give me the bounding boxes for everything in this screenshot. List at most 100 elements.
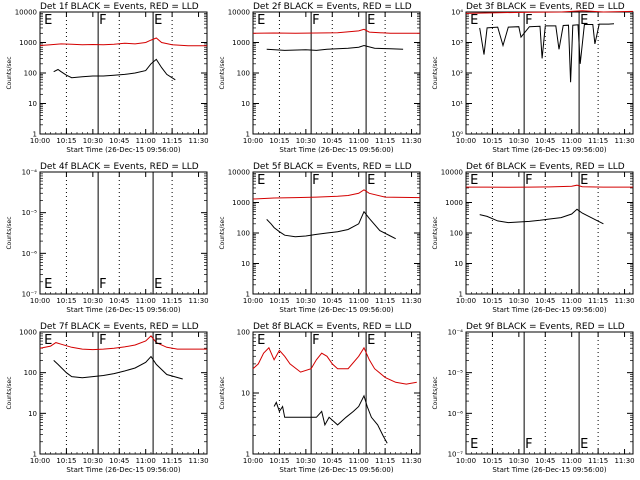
x-tick-label: 10:00 <box>243 457 263 465</box>
lld-series <box>252 189 421 200</box>
x-tick-label: 10:30 <box>83 297 103 305</box>
x-tick-label: 10:30 <box>83 137 103 145</box>
lld-series <box>39 335 207 351</box>
x-tick-label: 10:30 <box>509 457 529 465</box>
x-tick-label: 11:30 <box>614 137 634 145</box>
y-tick-label: 10⁻⁷ <box>448 451 464 459</box>
y-tick-label: 1 <box>246 131 250 139</box>
events-series <box>53 58 176 81</box>
y-tick-label: 10 <box>241 260 250 268</box>
y-tick-label: 10⁻⁴ <box>22 169 38 177</box>
panel-4: Det 4f BLACK = Events, RED = LLD 10⁻⁷ 10⁻⁶… <box>6 162 209 314</box>
y-tick-label: 1 <box>246 291 250 299</box>
x-tick-label: 11:30 <box>401 297 421 305</box>
x-tick-label: 11:15 <box>162 297 182 305</box>
y-tick-label: 10 <box>241 100 250 108</box>
events-series <box>479 208 604 225</box>
x-tick-label: 10:45 <box>535 457 555 465</box>
x-tick-label: 10:15 <box>482 137 502 145</box>
y-axis-label: Counts/sec <box>219 216 226 249</box>
lld-series <box>39 37 207 47</box>
x-tick-label: 11:00 <box>349 137 369 145</box>
y-axis-label: Counts/sec <box>432 216 439 249</box>
marker-label-e: E <box>44 333 52 348</box>
plot-frame <box>39 331 208 455</box>
x-tick-label: 11:30 <box>188 457 208 465</box>
lld-series <box>252 28 420 34</box>
marker-label-e: E <box>154 13 162 28</box>
x-tick-label: 11:00 <box>136 297 156 305</box>
y-tick-label: 10³ <box>451 39 463 47</box>
x-tick-label: 10:15 <box>269 457 289 465</box>
x-tick-label: 10:00 <box>456 137 476 145</box>
y-tick-label: 10⁻⁶ <box>448 410 464 418</box>
x-tick-label: 11:15 <box>588 297 608 305</box>
x-tick-label: 10:00 <box>30 297 50 305</box>
plot-frame <box>465 331 634 455</box>
y-tick-label: 100 <box>237 230 250 238</box>
events-series <box>53 355 183 380</box>
panel-title: Det 1f BLACK = Events, RED = LLD <box>40 2 199 12</box>
y-axis-label: Counts/sec <box>219 56 226 89</box>
y-axis-label: Counts/sec <box>6 216 13 249</box>
y-tick-label: 100 <box>450 230 463 238</box>
x-tick-label: 10:00 <box>243 297 263 305</box>
y-tick-label: 100 <box>24 70 37 78</box>
x-tick-label: 10:45 <box>535 137 555 145</box>
x-tick-label: 10:30 <box>296 457 316 465</box>
y-tick-label: 10 <box>241 390 250 398</box>
x-tick-label: 10:15 <box>482 297 502 305</box>
panel-3: Det 3f BLACK = Events, RED = LLD 10⁰ 10¹ 10… <box>432 2 635 154</box>
y-tick-label: 10000 <box>228 169 250 177</box>
y-tick-label: 1 <box>33 451 37 459</box>
marker-label-e: E <box>580 173 588 188</box>
y-tick-label: 10¹ <box>451 100 463 108</box>
panel-title: Det 4f BLACK = Events, RED = LLD <box>40 162 199 172</box>
lld-series <box>465 10 634 14</box>
marker-label-e: E <box>154 333 162 348</box>
panel-title: Det 9f BLACK = Events, RED = LLD <box>466 322 625 332</box>
marker-label-e: E <box>367 333 375 348</box>
x-tick-label: 11:30 <box>188 297 208 305</box>
x-axis-label: Start Time (26-Dec-15 09:56:00) <box>279 306 393 314</box>
x-tick-label: 10:15 <box>56 137 76 145</box>
y-axis-label: Counts/sec <box>6 376 13 409</box>
events-series <box>266 210 396 240</box>
y-tick-label: 1 <box>246 451 250 459</box>
x-tick-label: 10:15 <box>56 457 76 465</box>
x-tick-label: 10:30 <box>296 137 316 145</box>
panel-title: Det 2f BLACK = Events, RED = LLD <box>253 2 412 12</box>
panel-6: Det 6f BLACK = Events, RED = LLD 1 10 100 10… <box>432 162 635 314</box>
marker-label-e: E <box>257 333 265 348</box>
x-tick-label: 10:15 <box>482 457 502 465</box>
marker-label-e: E <box>580 437 588 452</box>
y-tick-label: 10⁻⁷ <box>22 291 38 299</box>
x-tick-label: 11:30 <box>401 457 421 465</box>
x-tick-label: 10:45 <box>535 297 555 305</box>
x-axis-label: Start Time (26-Dec-15 09:56:00) <box>66 146 180 154</box>
x-tick-label: 10:45 <box>109 457 129 465</box>
y-tick-label: 100 <box>237 329 250 337</box>
x-tick-label: 11:15 <box>162 137 182 145</box>
x-tick-label: 10:30 <box>83 457 103 465</box>
marker-label-e: E <box>367 173 375 188</box>
y-tick-label: 10⁻⁵ <box>448 369 464 377</box>
x-axis-label: Start Time (26-Dec-15 09:56:00) <box>492 466 606 474</box>
y-tick-label: 10 <box>28 100 37 108</box>
y-tick-label: 10⁻⁶ <box>22 250 38 258</box>
marker-label-f: F <box>312 173 319 188</box>
y-tick-label: 100 <box>24 369 37 377</box>
plot-frame <box>252 11 421 135</box>
panel-title: Det 3f BLACK = Events, RED = LLD <box>466 2 625 12</box>
y-tick-label: 100 <box>237 70 250 78</box>
x-tick-label: 11:30 <box>614 297 634 305</box>
marker-label-e: E <box>257 13 265 28</box>
x-tick-label: 11:15 <box>162 457 182 465</box>
panel-7: Det 7f BLACK = Events, RED = LLD 1 10 100 10… <box>6 322 209 474</box>
x-tick-label: 10:00 <box>30 137 50 145</box>
x-tick-label: 11:30 <box>188 137 208 145</box>
x-tick-label: 11:00 <box>562 297 582 305</box>
y-tick-label: 1000 <box>19 329 37 337</box>
x-tick-label: 10:15 <box>56 297 76 305</box>
